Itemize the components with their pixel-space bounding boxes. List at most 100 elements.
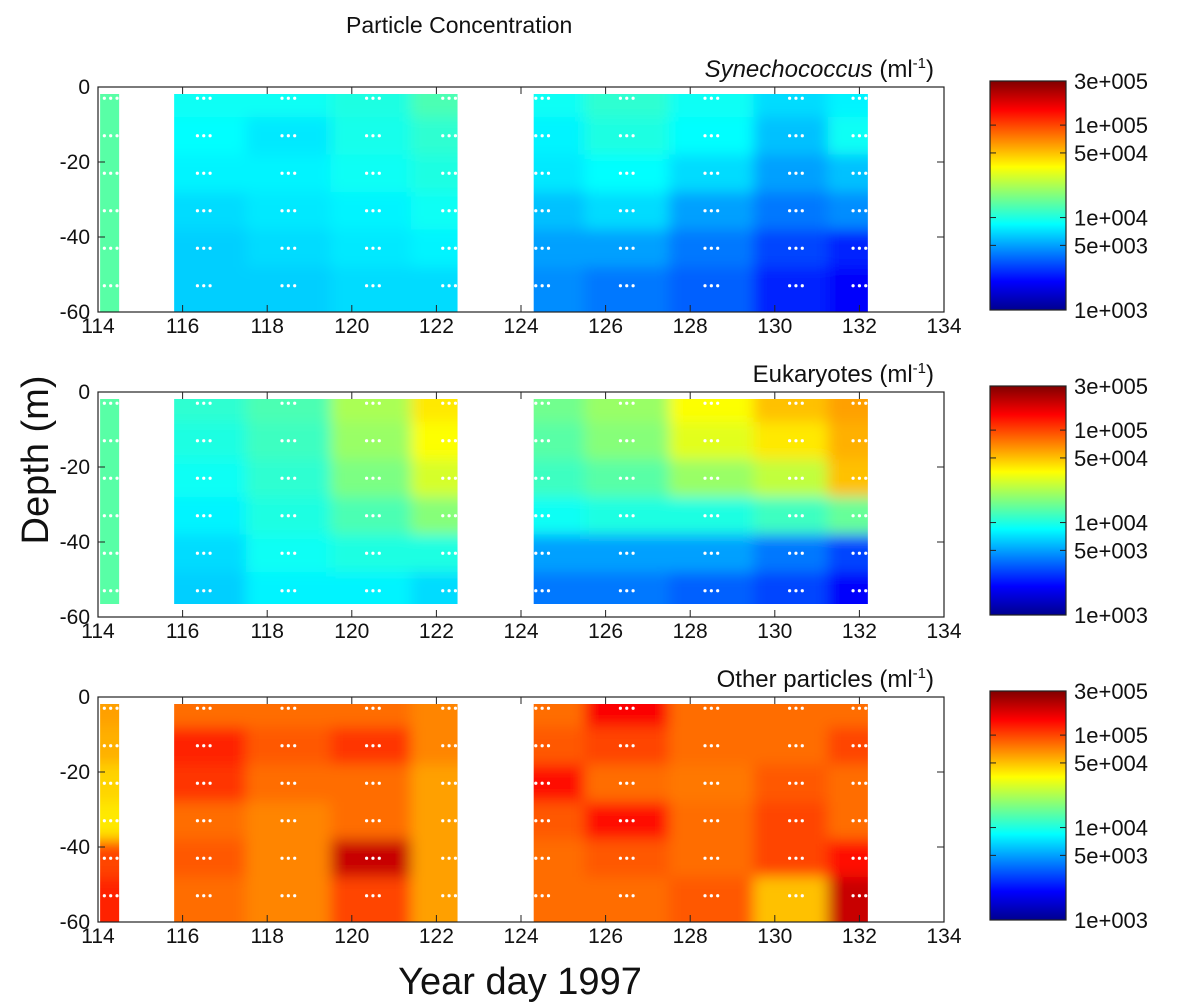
sample-point xyxy=(293,856,297,860)
sample-point xyxy=(703,744,707,748)
x-tick-label: 132 xyxy=(842,925,877,948)
sample-point xyxy=(625,781,629,785)
heatmap-cell xyxy=(827,267,868,312)
sample-point xyxy=(851,706,855,710)
sample-point xyxy=(365,894,369,898)
sample-point xyxy=(109,744,113,748)
sample-point xyxy=(540,246,544,250)
sample-point xyxy=(794,589,798,593)
sample-point xyxy=(788,134,792,138)
sample-point xyxy=(280,514,284,518)
sample-point xyxy=(102,551,106,555)
sample-point xyxy=(286,894,290,898)
sample-point xyxy=(453,706,458,710)
sample-point xyxy=(800,706,804,710)
sample-point xyxy=(631,96,635,100)
sample-point xyxy=(625,171,629,175)
sample-point xyxy=(546,856,551,860)
heatmap-cell xyxy=(753,802,829,841)
sample-point xyxy=(293,401,297,405)
sample-point xyxy=(293,819,297,823)
sample-point xyxy=(800,401,804,405)
sample-point xyxy=(788,514,792,518)
sample-point xyxy=(631,246,635,250)
sample-point xyxy=(202,246,206,250)
heatmap-cell xyxy=(495,802,586,841)
x-tick-label: 118 xyxy=(250,315,283,338)
sample-point xyxy=(716,246,720,250)
sample-point xyxy=(115,209,119,213)
sample-point xyxy=(293,284,297,288)
sample-point xyxy=(546,96,551,100)
heatmap-cell xyxy=(411,764,497,803)
sample-point xyxy=(286,134,290,138)
sample-point xyxy=(540,894,544,898)
sample-point xyxy=(546,209,551,213)
sample-point xyxy=(280,476,284,480)
sample-point xyxy=(631,894,635,898)
sample-point xyxy=(631,209,635,213)
sample-point xyxy=(857,401,862,405)
sample-point xyxy=(453,589,458,593)
sample-point xyxy=(441,781,445,785)
heatmap-cell xyxy=(330,117,413,156)
sample-point xyxy=(115,246,119,250)
sample-point xyxy=(280,744,284,748)
sample-point xyxy=(546,284,551,288)
sample-point xyxy=(534,246,538,250)
sample-point xyxy=(709,819,713,823)
heatmap-cell xyxy=(411,229,497,268)
sample-point xyxy=(625,589,629,593)
sample-point xyxy=(109,894,113,898)
sample-point xyxy=(202,284,206,288)
x-tick-label: 134 xyxy=(926,315,961,338)
sample-point xyxy=(102,856,106,860)
sample-point xyxy=(286,706,290,710)
sample-point xyxy=(800,894,804,898)
sample-point xyxy=(534,476,538,480)
sample-point xyxy=(195,284,200,288)
sample-point xyxy=(102,171,106,175)
heatmap-cell xyxy=(157,764,248,803)
sample-point xyxy=(202,894,206,898)
x-tick-label: 132 xyxy=(842,620,877,643)
sample-point xyxy=(365,134,369,138)
sample-point xyxy=(625,246,629,250)
sample-point xyxy=(377,134,381,138)
sample-point xyxy=(377,476,381,480)
sample-point xyxy=(453,819,458,823)
sample-point xyxy=(377,96,381,100)
heatmap-cell xyxy=(157,154,248,193)
sample-point xyxy=(286,171,290,175)
heatmap-cell xyxy=(330,704,413,728)
sample-point xyxy=(864,401,868,405)
sample-point xyxy=(447,284,451,288)
heatmap-cell xyxy=(495,534,586,573)
sample-point xyxy=(788,209,792,213)
sample-point xyxy=(293,476,297,480)
sample-point xyxy=(365,401,369,405)
heatmap-cell xyxy=(495,117,586,156)
sample-point xyxy=(631,781,635,785)
sample-point xyxy=(109,439,113,443)
sample-point xyxy=(851,401,855,405)
sample-point xyxy=(703,514,707,518)
sample-point xyxy=(534,744,538,748)
sample-point xyxy=(453,171,458,175)
sample-point xyxy=(447,551,451,555)
sample-point xyxy=(540,514,544,518)
heatmap-cell xyxy=(330,267,413,312)
sample-point xyxy=(546,744,551,748)
sample-point xyxy=(703,96,707,100)
heatmap-cell xyxy=(753,572,829,604)
x-tick-label: 124 xyxy=(503,925,538,948)
y-tick-label: -20 xyxy=(60,456,90,479)
sample-point xyxy=(716,96,720,100)
sample-point xyxy=(293,209,297,213)
sample-point xyxy=(534,706,538,710)
sample-point xyxy=(716,781,720,785)
sample-point xyxy=(540,744,544,748)
sample-point xyxy=(102,401,106,405)
y-tick-label: 0 xyxy=(78,381,90,404)
sample-point xyxy=(631,284,635,288)
